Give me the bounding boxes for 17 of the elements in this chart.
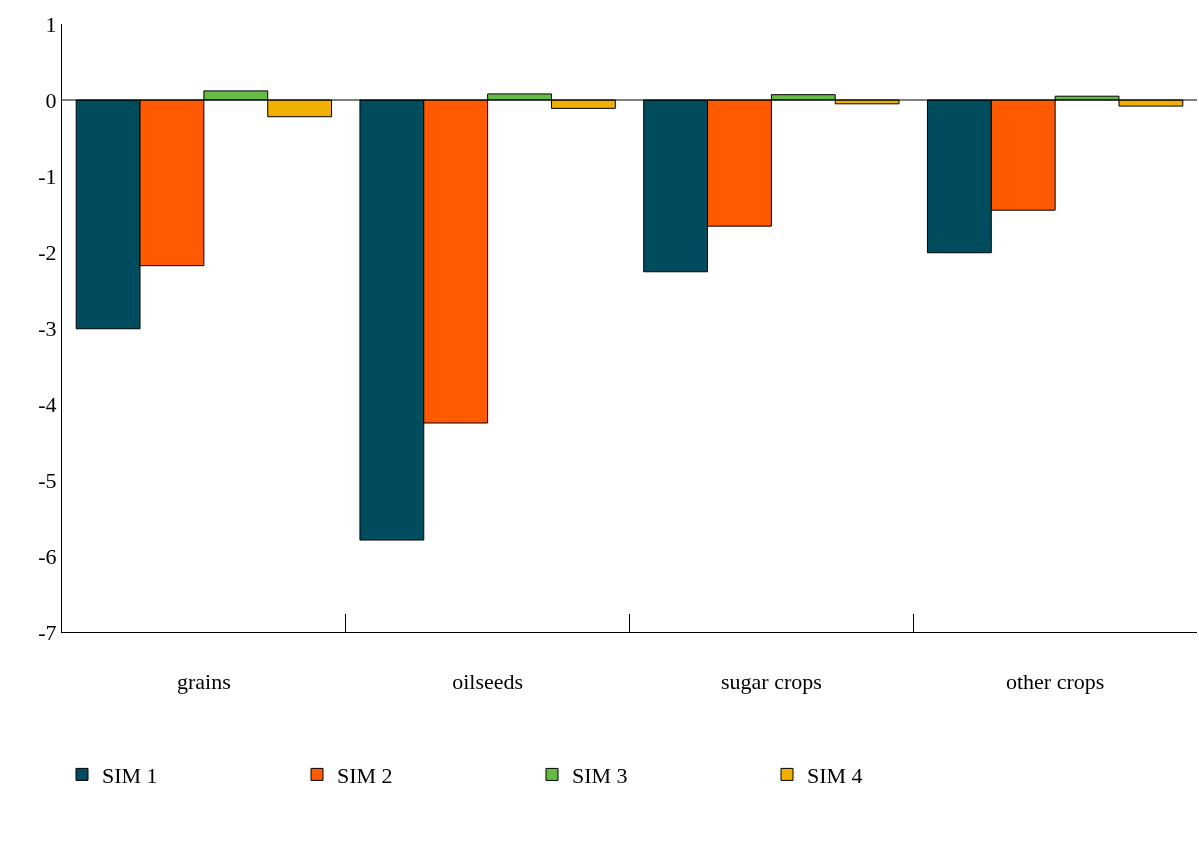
y-tick-label: 0 (45, 87, 57, 113)
y-tick-label: -3 (38, 315, 57, 341)
y-tick-label: -1 (38, 163, 57, 189)
y-tick-label: -6 (38, 543, 57, 569)
legend-label: SIM 1 (102, 762, 158, 788)
y-tick-label: -4 (38, 391, 57, 417)
x-tick-label: sugar crops (720, 669, 822, 695)
x-tick-label: other crops (1005, 669, 1105, 695)
legend-label: SIM 2 (337, 762, 393, 788)
x-tick-label: grains (177, 669, 231, 695)
x-tick-label: oilseeds (452, 669, 524, 695)
legend-label: SIM 3 (572, 762, 628, 788)
y-tick-label: -2 (38, 239, 57, 265)
y-tick-label: -7 (38, 619, 57, 645)
legend-label: SIM 4 (807, 762, 863, 788)
y-tick-label: 1 (45, 11, 57, 37)
y-tick-label: -5 (38, 467, 57, 493)
